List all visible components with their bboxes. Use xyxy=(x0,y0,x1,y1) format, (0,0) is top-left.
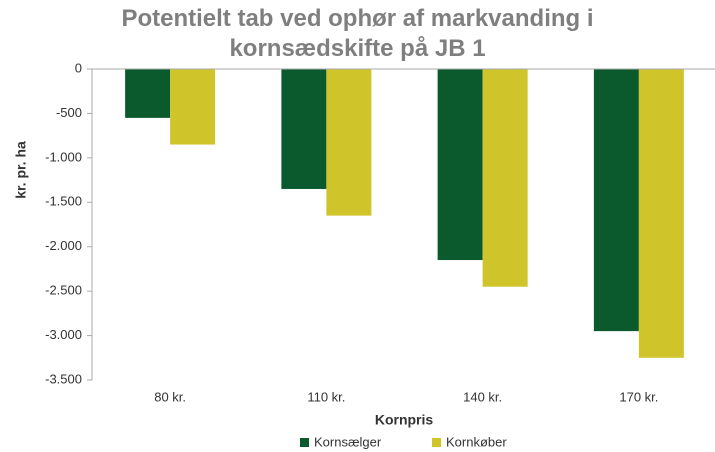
legend-label: Kornsælger xyxy=(314,434,382,449)
bar xyxy=(125,69,171,118)
bar xyxy=(593,69,639,332)
bar xyxy=(437,69,483,261)
bar xyxy=(326,69,372,216)
y-tick-label: -500 xyxy=(56,105,82,120)
bar xyxy=(482,69,528,287)
bar xyxy=(281,69,327,189)
legend-label: Kornkøber xyxy=(446,434,507,449)
y-tick-label: -3.000 xyxy=(45,327,82,342)
bar xyxy=(170,69,216,145)
y-tick-label: 0 xyxy=(75,60,82,75)
chart-title: Potentielt tab ved ophør af markvanding … xyxy=(121,5,594,62)
y-axis-label: kr. pr. ha xyxy=(13,141,29,199)
y-tick-label: -2.000 xyxy=(45,238,82,253)
y-tick-label: -1.500 xyxy=(45,194,82,209)
y-tick-label: -3.500 xyxy=(45,371,82,386)
bar xyxy=(638,69,684,358)
x-tick-label: 110 kr. xyxy=(307,389,345,404)
x-tick-label: 140 kr. xyxy=(463,389,502,404)
y-tick-label: -2.500 xyxy=(45,283,82,298)
x-tick-label: 170 kr. xyxy=(619,389,658,404)
x-axis-label: Kornpris xyxy=(375,412,434,428)
x-tick-label: 80 kr. xyxy=(154,389,186,404)
legend-swatch xyxy=(432,438,441,447)
y-tick-label: -1.000 xyxy=(45,149,82,164)
legend-swatch xyxy=(300,438,309,447)
